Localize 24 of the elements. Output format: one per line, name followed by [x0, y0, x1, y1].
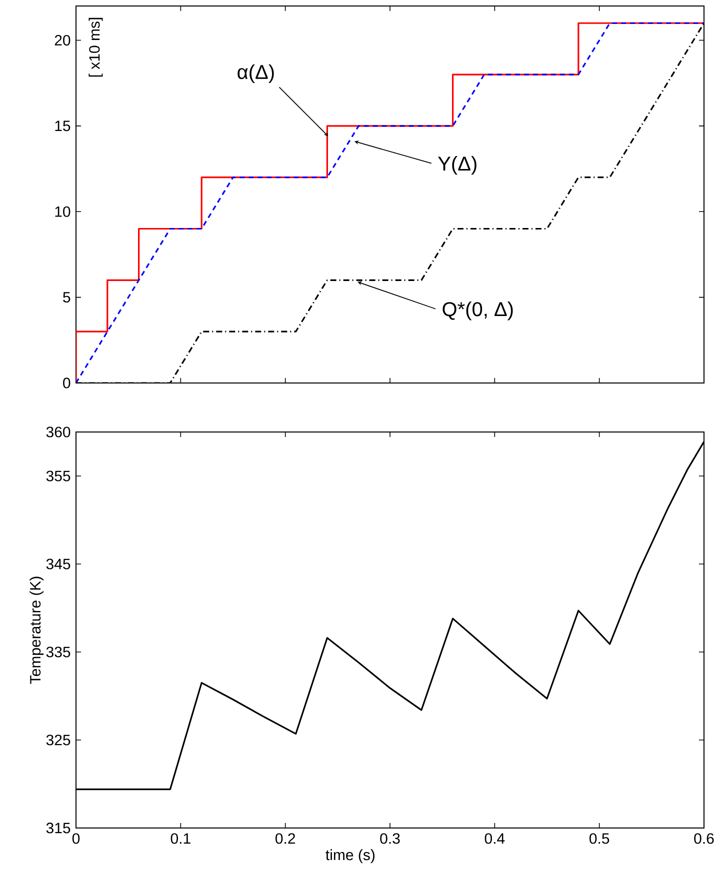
y-tick-label: 5	[63, 292, 70, 303]
y-tick-label: 355	[46, 470, 70, 482]
y-tick-label: 315	[46, 822, 70, 834]
x-tick-label: 0.3	[380, 833, 400, 844]
y-tick-label: 360	[46, 426, 70, 438]
x-tick-label: 0.5	[590, 833, 610, 844]
x-tick-label: 0.4	[484, 833, 505, 844]
x-tick-label: 0.6	[694, 833, 714, 844]
y-tick-label: 325	[46, 734, 70, 746]
x-tick-label: 0	[72, 833, 80, 844]
y-tick-label: 345	[46, 558, 70, 570]
x-axis-title: time (s)	[326, 849, 374, 864]
annotation: Q*(0, Δ)	[442, 302, 513, 320]
y-tick-label: 20	[54, 34, 70, 46]
y-axis-title: [ x10 ms]	[88, 18, 103, 77]
y-tick-label: 15	[55, 120, 70, 132]
y-tick-label: 335	[46, 646, 70, 658]
annotation: Υ(Δ)	[438, 156, 476, 175]
y-tick-label: 10	[55, 206, 70, 217]
x-tick-label: 0.2	[276, 833, 296, 844]
y-axis-title: Temperature (K)	[30, 576, 44, 684]
y-tick-label: 0	[63, 378, 70, 388]
annotation: α(Δ)	[238, 64, 274, 84]
x-tick-label: 0.1	[170, 833, 190, 844]
